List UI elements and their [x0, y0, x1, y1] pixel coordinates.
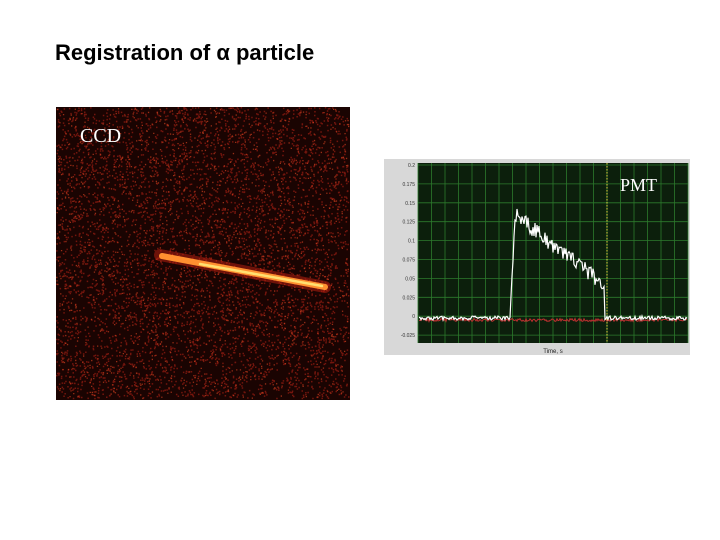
y-tick-label: 0.175: [402, 182, 415, 188]
ccd-noise: [56, 107, 350, 400]
y-tick-label: 0.05: [405, 276, 415, 282]
pmt-plot: 0.2 0.175 0.15 0.125 0.1 0.075 0.05 0.025 0 -0.02…: [384, 159, 690, 355]
y-tick-label: 0.025: [402, 295, 415, 301]
x-axis-label: Time, s: [543, 349, 562, 355]
y-tick-label: 0.125: [402, 220, 415, 226]
y-tick-label: 0.15: [405, 201, 415, 207]
ccd-image: [56, 107, 350, 400]
y-tick-label: 0.075: [402, 258, 415, 264]
slide-title: Registration of α particle: [55, 40, 314, 65]
y-tick-label: 0: [412, 314, 415, 320]
ccd-label: CCD: [80, 125, 121, 147]
pmt-label: PMT: [620, 175, 657, 195]
y-tick-label: -0.025: [401, 333, 415, 339]
trace-signal: [418, 208, 688, 323]
alpha-track-core: [198, 262, 324, 288]
y-tick-label: 0.1: [408, 239, 415, 245]
y-tick-label: 0.2: [408, 163, 415, 169]
